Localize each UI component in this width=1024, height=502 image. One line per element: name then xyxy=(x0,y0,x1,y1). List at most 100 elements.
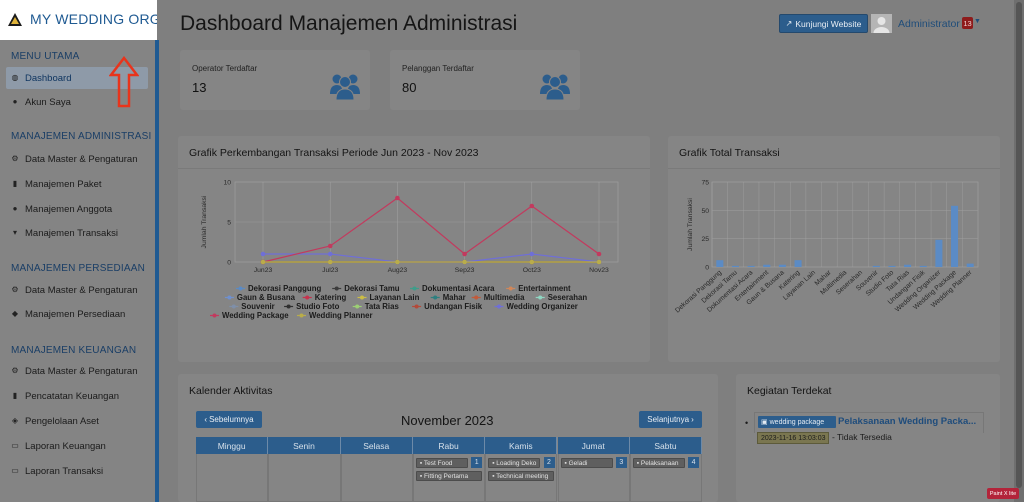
calendar-day-cell[interactable] xyxy=(340,454,413,502)
sidebar-item[interactable]: ⚙ Data Master & Pengaturan xyxy=(6,360,148,382)
legend-item[interactable]: Wedding Organizer xyxy=(494,302,578,311)
calendar-event[interactable]: ▪ Test Food xyxy=(415,458,469,468)
legend-item[interactable]: Dekorasi Panggung xyxy=(236,284,321,293)
sidebar-item[interactable]: ▮ Pencatatan Keuangan xyxy=(6,385,148,407)
sidebar-item[interactable]: ◈ Pengelolaan Aset xyxy=(6,410,148,432)
sidebar-item[interactable]: ▭ Laporan Transaksi xyxy=(6,460,148,482)
bar[interactable] xyxy=(951,205,959,267)
sidebar-item[interactable]: ▭ Laporan Keuangan xyxy=(6,435,148,457)
data-point[interactable] xyxy=(395,195,400,201)
data-point[interactable] xyxy=(395,259,400,265)
book-icon: ▮ xyxy=(12,391,18,400)
sidebar-item[interactable]: ⚙ Data Master & Pengaturan xyxy=(6,279,148,301)
sidebar-item[interactable]: ● Manajemen Anggota xyxy=(6,198,148,220)
scrollbar-thumb[interactable] xyxy=(1016,2,1022,488)
data-point[interactable] xyxy=(529,251,535,257)
legend-item[interactable]: Wedding Package xyxy=(210,311,289,320)
calendar-day-cell[interactable] xyxy=(268,454,341,502)
legend-item[interactable]: Multimedia xyxy=(471,293,525,302)
data-point[interactable] xyxy=(327,259,333,265)
calendar-day-cell[interactable] xyxy=(196,454,269,502)
legend-label: Undangan Fisik xyxy=(424,302,483,311)
legend-item[interactable]: Dekorasi Tamu xyxy=(332,284,400,293)
bar[interactable] xyxy=(935,239,943,267)
legend-item[interactable]: Wedding Planner xyxy=(297,311,373,320)
bar-chart-title: Grafik Total Transaksi xyxy=(679,147,780,159)
bar[interactable] xyxy=(904,264,912,267)
data-point[interactable] xyxy=(529,259,535,265)
data-point[interactable] xyxy=(260,251,266,257)
legend-label: Seserahan xyxy=(548,293,588,302)
data-point[interactable] xyxy=(462,259,467,265)
bar[interactable] xyxy=(966,263,974,267)
bar[interactable] xyxy=(778,264,786,267)
legend-item[interactable]: Mahar xyxy=(430,293,466,302)
bar[interactable] xyxy=(919,265,927,267)
bar[interactable] xyxy=(872,265,880,267)
sidebar-section-title: MANAJEMEN ADMINISTRASI xyxy=(11,131,152,142)
calendar-weekday-header: Senin xyxy=(268,437,341,454)
brand-header[interactable]: MY WEDDING ORGANIZER xyxy=(0,0,157,40)
sidebar-item[interactable]: ⚙ Data Master & Pengaturan xyxy=(6,148,148,170)
legend-item[interactable]: Layanan Lain xyxy=(357,293,420,302)
legend-item[interactable]: Studio Foto xyxy=(284,302,340,311)
bar[interactable] xyxy=(731,265,739,267)
sidebar-item-label: Data Master & Pengaturan xyxy=(25,284,138,296)
calendar-event[interactable]: ▪ Technical meeting xyxy=(488,471,555,481)
legend-item[interactable]: Gaun & Busana xyxy=(224,293,296,302)
legend-item[interactable]: Undangan Fisik xyxy=(412,302,483,311)
legend-label: Entertainment xyxy=(518,284,571,293)
legend-marker xyxy=(227,295,232,300)
calendar-event[interactable]: ▪ Loading Deko xyxy=(488,458,541,468)
sidebar-item-label: Manajemen Transaksi xyxy=(25,227,118,239)
data-point[interactable] xyxy=(327,243,333,249)
data-point[interactable] xyxy=(529,203,535,209)
calendar-event[interactable]: ▪ Geladi xyxy=(560,458,613,468)
x-tick-label: Jul23 xyxy=(322,267,338,274)
bar[interactable] xyxy=(716,260,724,267)
legend-marker xyxy=(238,286,243,291)
bar[interactable] xyxy=(888,265,896,267)
user-menu-toggle[interactable]: Administrator xyxy=(898,18,960,30)
gears-icon: ⚙ xyxy=(11,285,19,294)
calendar-next-button[interactable]: Selanjutnya › xyxy=(639,411,702,428)
paint-x-lite-badge[interactable]: Paint X lite xyxy=(987,488,1019,499)
calendar-event[interactable]: ▪ Fitting Pertama xyxy=(415,471,483,481)
data-point[interactable] xyxy=(327,251,333,257)
sidebar-item[interactable]: ▾ Manajemen Transaksi xyxy=(6,222,148,244)
calendar-event[interactable]: ▪ Pelaksanaan xyxy=(632,458,686,468)
data-point[interactable] xyxy=(260,259,266,265)
bar[interactable] xyxy=(763,264,771,267)
bar[interactable] xyxy=(747,265,755,267)
avatar[interactable] xyxy=(871,14,892,33)
sidebar-item[interactable]: ● Akun Saya xyxy=(6,91,148,113)
legend-item[interactable]: Dokumentasi Acara xyxy=(410,284,495,293)
data-point[interactable] xyxy=(462,251,467,257)
chevron-down-icon[interactable]: ▼ xyxy=(974,18,981,25)
legend-label: Tata Rias xyxy=(365,302,400,311)
legend-label: Wedding Organizer xyxy=(507,302,578,311)
visit-website-button[interactable]: ↗ Kunjungi Website xyxy=(779,14,868,33)
legend-label: Dekorasi Panggung xyxy=(248,284,321,293)
calendar-weekday-header: Rabu xyxy=(412,437,486,454)
sidebar-item-label: Dashboard xyxy=(25,72,72,84)
calendar-prev-button[interactable]: ‹ Sebelumnya xyxy=(196,411,262,428)
legend-item[interactable]: Souvenir xyxy=(229,302,275,311)
bar[interactable] xyxy=(794,260,802,267)
sidebar-item[interactable]: ▮ Manajemen Paket xyxy=(6,173,148,195)
legend-item[interactable]: Seserahan xyxy=(535,293,588,302)
data-point[interactable] xyxy=(596,259,602,265)
sidebar-accent-bar xyxy=(155,40,159,502)
legend-item[interactable]: Tata Rias xyxy=(352,302,400,311)
legend-item[interactable]: Entertainment xyxy=(506,284,571,293)
sidebar-item[interactable]: ◆ Manajemen Persediaan xyxy=(6,303,148,325)
upcoming-event-link[interactable]: Pelaksanaan Wedding Packa... xyxy=(838,416,977,427)
users-icon xyxy=(330,74,360,100)
legend-marker xyxy=(497,304,501,309)
data-point[interactable] xyxy=(596,251,602,257)
calendar-day-number: 2 xyxy=(543,457,555,468)
legend-item[interactable]: Katering xyxy=(302,293,347,302)
stat-card-customer: Pelanggan Terdaftar 80 xyxy=(390,50,580,110)
sidebar-item-label: Data Master & Pengaturan xyxy=(25,153,138,165)
line-chart: 0 5 10 Jun23 Jul23 Aug23 Sep23 Oct23 Nov23 Jumlah… xyxy=(201,180,619,320)
